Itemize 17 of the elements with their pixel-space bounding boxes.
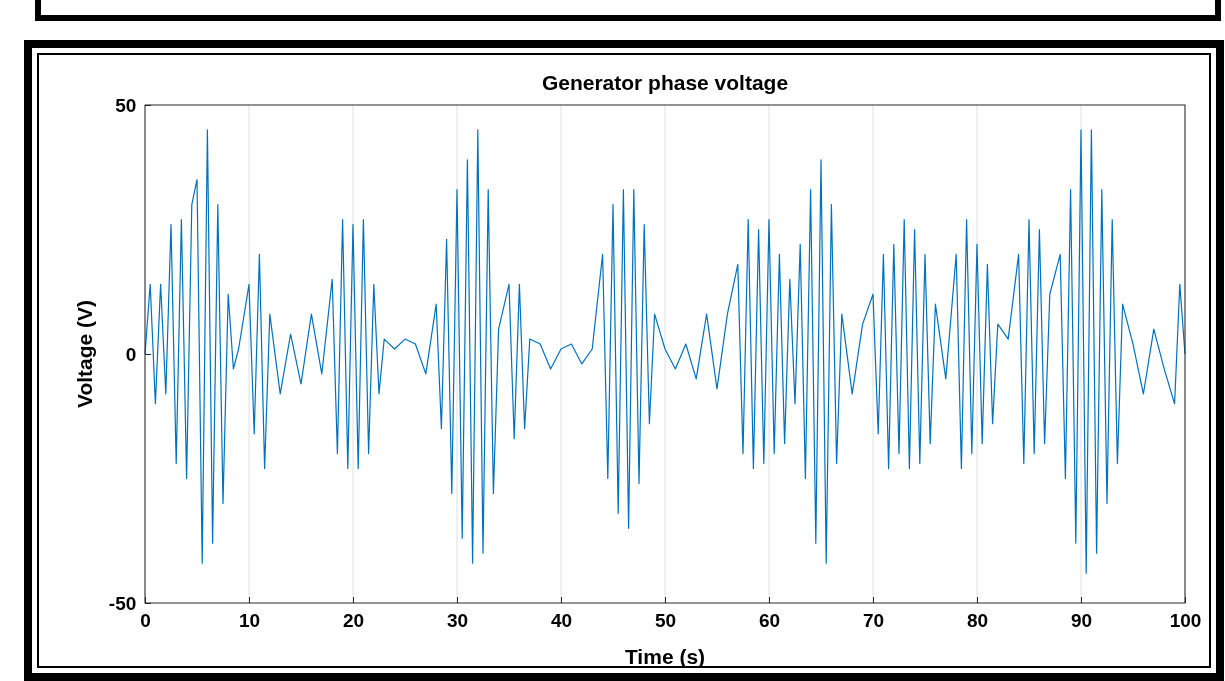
x-tick-label: 50 [654, 609, 677, 631]
x-tick-label: 40 [550, 609, 573, 631]
x-tick-label: 30 [446, 609, 469, 631]
x-tick-label: 0 [140, 609, 151, 631]
y-tick-label: 50 [115, 94, 137, 116]
x-tick-label: 100 [1169, 609, 1202, 631]
x-tick-label: 70 [862, 609, 885, 631]
chart-title: Generator phase voltage [541, 71, 789, 94]
y-axis-title: Voltage (V) [73, 299, 96, 409]
x-tick-label: 60 [758, 609, 781, 631]
x-tick-label: 10 [238, 609, 261, 631]
y-tick-label: -50 [108, 592, 137, 614]
line-series [144, 129, 1186, 574]
x-tick-label: 20 [342, 609, 365, 631]
x-tick-label: 90 [1070, 609, 1093, 631]
y-tick-label: 0 [125, 343, 137, 365]
x-tick-label: 80 [966, 609, 989, 631]
